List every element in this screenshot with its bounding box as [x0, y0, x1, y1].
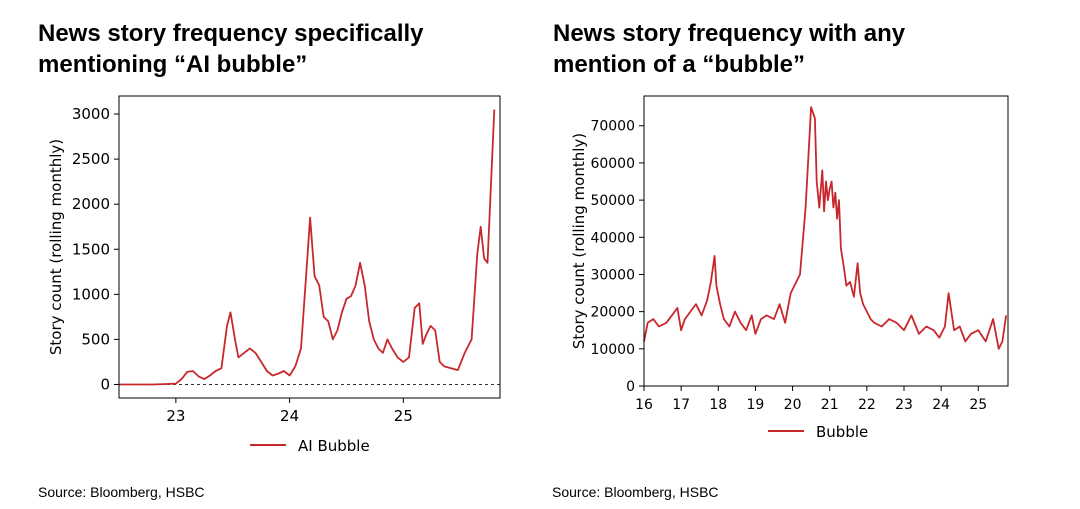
- x-tick-label: 17: [672, 397, 690, 413]
- chart-panel-ai-bubble: News story frequency specifically mentio…: [38, 18, 508, 500]
- y-tick-label: 40000: [590, 230, 635, 246]
- plot-frame: [643, 95, 1009, 387]
- y-tick-label: 2000: [72, 195, 110, 213]
- x-tick-label: 24: [932, 397, 950, 413]
- x-tick-label: 18: [709, 397, 727, 413]
- x-tick-label: 25: [969, 397, 987, 413]
- y-tick-label: 30000: [590, 267, 635, 283]
- x-tick-label: 24: [280, 407, 299, 425]
- chart-title: News story frequency specifically mentio…: [38, 18, 508, 80]
- x-tick-label: 23: [166, 407, 185, 425]
- y-tick-label: 500: [81, 330, 110, 348]
- x-tick-label: 21: [821, 397, 839, 413]
- y-tick-label: 50000: [590, 193, 635, 209]
- y-axis-label: Story count (rolling monthly): [47, 139, 65, 355]
- series-line-0: [643, 106, 1007, 350]
- legend-label: Bubble: [816, 423, 868, 441]
- x-tick-label: 25: [394, 407, 413, 425]
- y-tick-label: 0: [626, 379, 635, 395]
- y-tick-label: 1500: [72, 240, 110, 258]
- x-tick-label: 23: [895, 397, 913, 413]
- bubble-line-chart: 0 10000 20000 30000 40000 50000 60000 70000 16 17…: [570, 95, 1009, 441]
- y-tick-label: 3000: [72, 105, 110, 123]
- x-tick-label: 20: [784, 397, 802, 413]
- x-tick-label: 16: [635, 397, 653, 413]
- y-tick-label: 0: [100, 375, 110, 393]
- legend-label: AI Bubble: [298, 437, 370, 455]
- ai-bubble-line-chart: 0 500 1000 1500 2000 2500 3000 23 24 25 Story coun…: [47, 95, 501, 455]
- chart-title: News story frequency with any mention of…: [553, 18, 1023, 80]
- source-note: Source: Bloomberg, HSBC: [38, 484, 205, 500]
- x-tick-label: 22: [858, 397, 876, 413]
- x-tick-label: 19: [747, 397, 765, 413]
- plot-frame: [118, 95, 501, 399]
- chart-title-line-1: News story frequency specifically: [38, 20, 424, 47]
- y-tick-label: 2500: [72, 150, 110, 168]
- chart-title-line-2: mention of a “bubble”: [553, 51, 805, 78]
- y-tick-label: 70000: [590, 119, 635, 135]
- series-line-0: [119, 109, 496, 386]
- y-tick-label: 1000: [72, 285, 110, 303]
- source-note: Source: Bloomberg, HSBC: [552, 484, 719, 500]
- chart-title-line-1: News story frequency with any: [553, 20, 906, 47]
- chart-title-line-2: mentioning “AI bubble”: [38, 51, 308, 78]
- y-tick-label: 60000: [590, 156, 635, 172]
- chart-panel-bubble: News story frequency with any mention of…: [540, 0, 1080, 509]
- y-axis-label: Story count (rolling monthly): [570, 133, 588, 349]
- y-tick-label: 20000: [590, 305, 635, 321]
- y-tick-label: 10000: [590, 342, 635, 358]
